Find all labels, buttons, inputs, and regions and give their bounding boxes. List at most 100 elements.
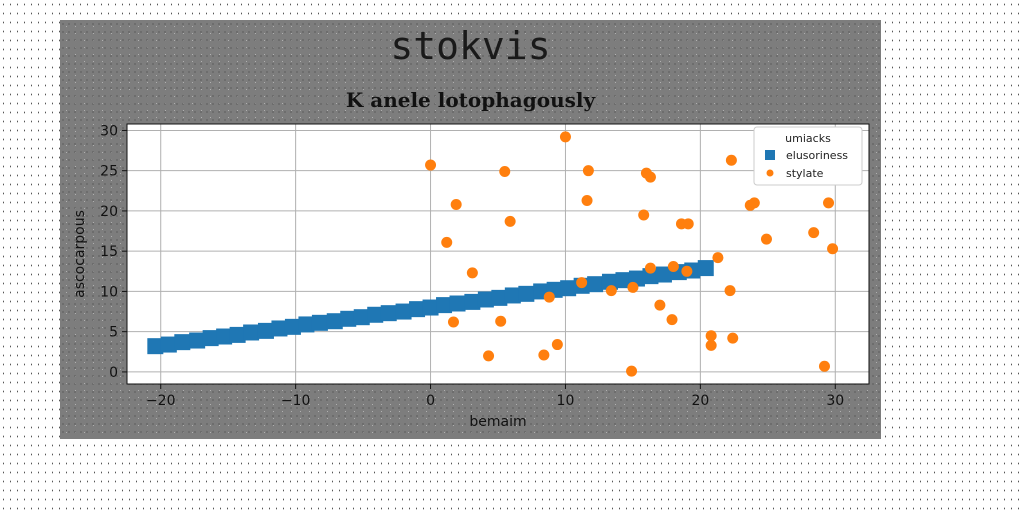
series-elusoriness-point [353, 309, 370, 326]
y-tick-label: 25 [100, 164, 118, 180]
series-elusoriness-point [601, 273, 618, 290]
series-stylate-point [495, 315, 507, 327]
series-elusoriness-point [243, 324, 260, 341]
series-elusoriness-point [271, 320, 288, 337]
series-stylate-point [727, 332, 739, 344]
series-elusoriness-point [464, 293, 481, 310]
series-stylate-point [724, 285, 736, 297]
series-stylate-point [543, 291, 555, 303]
series-stylate-point [681, 265, 693, 277]
series-stylate-point [725, 154, 737, 166]
x-tick-label: 10 [557, 393, 575, 409]
series-elusoriness-point [298, 316, 315, 333]
plot-area [127, 124, 869, 384]
series-stylate-point [627, 281, 639, 293]
series-stylate-point [666, 314, 678, 326]
series-stylate-point [441, 236, 453, 248]
series-stylate-point [667, 260, 679, 272]
series-elusoriness-point [380, 305, 397, 322]
legend-title: umiacks [785, 132, 831, 145]
series-stylate-point [818, 360, 830, 372]
figure-title: stokvis [390, 24, 551, 68]
series-stylate-point [712, 252, 724, 264]
y-tick-label: 20 [100, 204, 118, 220]
series-elusoriness-point [697, 260, 714, 277]
series-elusoriness-point [326, 313, 343, 330]
legend-label-elusoriness: elusoriness [786, 149, 848, 162]
series-elusoriness-point [560, 280, 577, 297]
series-stylate-point [644, 262, 656, 274]
series-elusoriness-point [655, 266, 672, 283]
series-elusoriness-point [311, 314, 328, 331]
series-stylate-point [705, 330, 717, 342]
series-stylate-point [823, 197, 835, 209]
y-tick-label: 0 [109, 365, 118, 381]
x-tick-label: 20 [691, 393, 709, 409]
plot-frame [126, 123, 870, 385]
series-stylate-point [654, 299, 666, 311]
series-stylate-point [483, 350, 495, 362]
series-elusoriness-point [257, 322, 274, 339]
series-elusoriness-point [504, 287, 521, 304]
series-elusoriness-point [642, 268, 659, 285]
series-stylate-point [644, 171, 656, 183]
series-stylate-point [748, 197, 760, 209]
series-stylate-point [582, 165, 594, 177]
scatter-plot: −20 −10 0 10 20 30 0 5 10 15 20 25 30 bemaim ascocarpo… [72, 123, 870, 430]
series-stylate-point [626, 365, 638, 377]
series-elusoriness-point [422, 299, 439, 316]
series-elusoriness-point [216, 328, 233, 345]
series-elusoriness-point [518, 285, 535, 302]
y-tick-label: 15 [100, 244, 118, 260]
series-stylate-point [638, 209, 650, 221]
series-elusoriness-point [367, 306, 384, 323]
legend-swatch-stylate [766, 169, 774, 177]
y-axis-label: ascocarpous [72, 210, 88, 298]
series-stylate-point [450, 198, 462, 210]
series-stylate-point [605, 285, 617, 297]
y-tick-label: 30 [100, 123, 118, 139]
series-stylate-point [538, 349, 550, 361]
series-elusoriness-point [587, 276, 604, 293]
y-tick-label: 5 [109, 325, 118, 341]
x-axis-label: bemaim [469, 414, 526, 430]
x-tick-label: −20 [146, 393, 176, 409]
x-tick-label: 30 [826, 393, 844, 409]
series-stylate-point [705, 339, 717, 351]
series-elusoriness-point [491, 289, 508, 306]
series-elusoriness-point [436, 297, 453, 314]
series-elusoriness-point [340, 310, 357, 327]
legend-label-stylate: stylate [786, 167, 824, 180]
x-tick-label: −10 [281, 393, 311, 409]
legend-box [753, 126, 863, 186]
figure-canvas: stokvis K anele lotophagously −20 −10 0 10 2… [60, 20, 881, 439]
chart-title: K anele lotophagously [345, 88, 596, 112]
series-stylate-point [559, 131, 571, 143]
series-elusoriness-point [395, 303, 412, 320]
series-elusoriness-point [147, 338, 164, 355]
series-elusoriness-point [449, 295, 466, 312]
series-elusoriness-point [477, 291, 494, 308]
series-stylate-point [682, 218, 694, 230]
series-stylate-point [504, 215, 516, 227]
y-tick-label: 10 [100, 284, 118, 300]
series-elusoriness-point [174, 334, 191, 351]
series-stylate-point [760, 233, 772, 245]
series-elusoriness-point [409, 301, 426, 318]
series-stylate-point [466, 267, 478, 279]
series-stylate-point [447, 316, 459, 328]
series-stylate-point [499, 165, 511, 177]
series-stylate-point [827, 243, 839, 255]
series-stylate-point [425, 159, 437, 171]
series-stylate-point [808, 227, 820, 239]
series-stylate-point [551, 339, 563, 351]
series-stylate-point [581, 194, 593, 206]
series-elusoriness-point [189, 332, 206, 349]
series-elusoriness-point [229, 326, 246, 343]
series-elusoriness-point [202, 330, 219, 347]
x-tick-label: 0 [426, 393, 435, 409]
series-stylate-point [576, 277, 588, 289]
series-elusoriness-point [615, 272, 632, 289]
legend-swatch-elusoriness [765, 150, 775, 160]
series-elusoriness-point [160, 336, 177, 353]
